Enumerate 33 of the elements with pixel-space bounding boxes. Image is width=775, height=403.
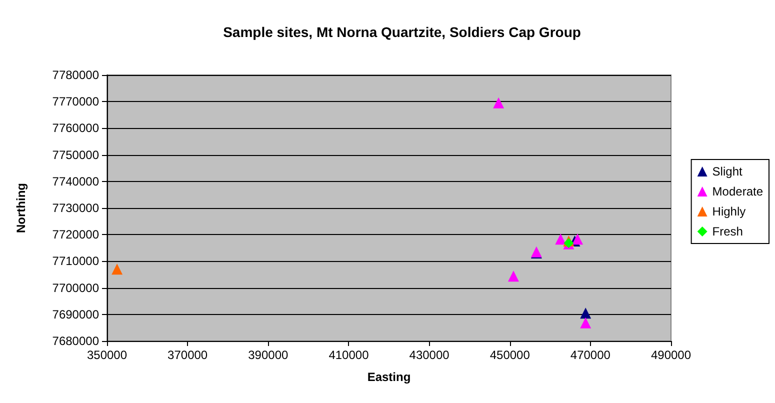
x-tick-label: 430000	[409, 348, 450, 362]
y-axis-title: Northing	[14, 183, 28, 233]
x-tick-label: 350000	[86, 348, 128, 362]
point	[112, 264, 123, 275]
point	[572, 234, 584, 245]
x-tick-label: 370000	[168, 348, 208, 362]
y-tick-label: 7770000	[52, 94, 100, 109]
y-tick-label: 7760000	[52, 121, 100, 136]
y-tick-label: 7740000	[52, 174, 100, 188]
point	[493, 97, 504, 108]
point	[580, 308, 592, 319]
y-tick-label: 7780000	[52, 68, 100, 82]
legend-label: Moderate	[712, 184, 764, 198]
point	[555, 234, 566, 245]
y-tick-label: 7720000	[52, 228, 100, 242]
y-tick-label: 7680000	[52, 334, 100, 348]
point	[508, 270, 519, 282]
y-tick-label: 7700000	[52, 280, 100, 295]
x-tick-label: 410000	[328, 348, 370, 362]
point	[580, 317, 592, 328]
y-tick-label: 7690000	[52, 307, 100, 322]
y-tick-label: 7710000	[52, 254, 100, 268]
legend-label: Highly	[712, 204, 746, 218]
x-tick-label: 390000	[248, 348, 288, 362]
x-tick-label: 450000	[490, 348, 530, 362]
x-axis-title: Easting	[367, 370, 411, 384]
x-tick-label: 490000	[650, 348, 692, 362]
chart-title: Sample sites, Mt Norna Quartzite, Soldiers Cap Group	[223, 24, 581, 40]
legend-label: Fresh	[712, 224, 743, 238]
y-tick-label: 7750000	[52, 148, 100, 162]
legend-label: Slight	[712, 164, 743, 178]
y-tick-label: 7730000	[52, 201, 100, 215]
x-tick-label: 470000	[570, 348, 611, 362]
